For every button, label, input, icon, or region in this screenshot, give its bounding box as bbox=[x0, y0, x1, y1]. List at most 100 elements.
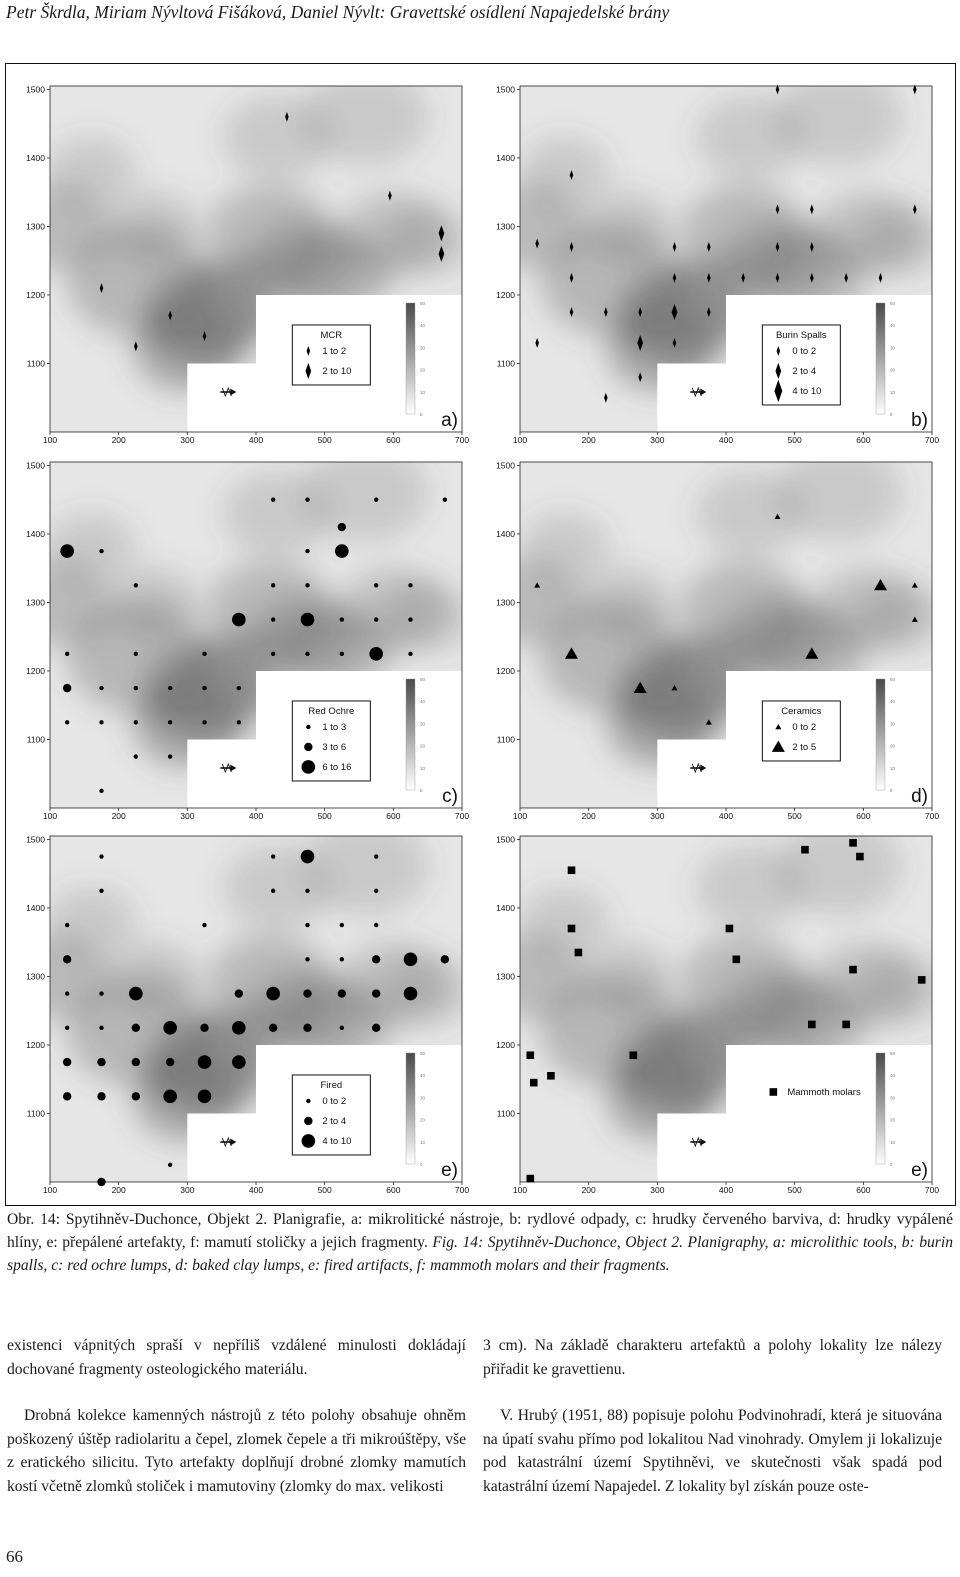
y-tick-label: 1100 bbox=[497, 734, 516, 744]
y-tick-label: 1100 bbox=[497, 358, 516, 368]
data-point bbox=[874, 578, 887, 591]
colorbar-tick-label: 30 bbox=[420, 345, 426, 350]
x-tick-label: 600 bbox=[386, 1185, 400, 1194]
data-point bbox=[373, 583, 379, 588]
data-point bbox=[337, 522, 347, 532]
data-point bbox=[849, 965, 857, 974]
data-point bbox=[567, 866, 576, 875]
colorbar-tick-label: 50 bbox=[420, 301, 426, 306]
data-point bbox=[633, 681, 647, 693]
data-point bbox=[305, 888, 310, 894]
panel-d-plot: 100 200 300 400 500 600 7001500140013001200110… bbox=[496, 460, 939, 820]
data-point bbox=[339, 922, 345, 928]
data-point bbox=[305, 583, 310, 588]
panel-e-plot: 100 200 300 400 500 600 7001500140013001200110… bbox=[26, 834, 469, 1194]
colorbar-tick-label: 50 bbox=[420, 1051, 426, 1056]
data-point bbox=[202, 331, 207, 342]
data-point bbox=[569, 307, 574, 318]
data-point bbox=[131, 1023, 141, 1033]
colorbar-tick-label: 30 bbox=[420, 1095, 426, 1100]
north-arrow-icon bbox=[221, 762, 232, 774]
data-point bbox=[408, 583, 413, 588]
data-point bbox=[285, 111, 289, 122]
surface-shading bbox=[520, 836, 932, 1142]
x-tick-label: 100 bbox=[513, 1185, 527, 1194]
y-tick-label: 1200 bbox=[26, 1040, 45, 1050]
data-point bbox=[741, 272, 745, 283]
data-point bbox=[373, 617, 379, 622]
y-tick-label: 1100 bbox=[27, 358, 46, 368]
data-point bbox=[268, 1023, 278, 1033]
x-tick-label: 600 bbox=[386, 811, 400, 820]
x-tick-label: 700 bbox=[925, 1185, 939, 1194]
colorbar-tick-label: 50 bbox=[420, 677, 426, 682]
data-point bbox=[305, 922, 310, 928]
data-point bbox=[306, 724, 311, 730]
colorbar-tick-label: 10 bbox=[890, 390, 896, 395]
data-point bbox=[801, 845, 809, 854]
x-tick-label: 500 bbox=[318, 811, 332, 820]
data-point bbox=[133, 720, 139, 725]
colorbar-tick-label: 20 bbox=[890, 744, 896, 749]
legend-area bbox=[657, 1044, 932, 1182]
colorbar-tick-label: 0 bbox=[420, 788, 423, 793]
data-point bbox=[373, 888, 379, 894]
data-point bbox=[234, 989, 244, 998]
colorbar-tick-label: 50 bbox=[890, 301, 896, 306]
data-point bbox=[270, 854, 276, 859]
data-point bbox=[167, 720, 173, 725]
data-point bbox=[99, 1025, 104, 1031]
panel-c-plot: 100 200 300 400 500 600 7001500140013001200110… bbox=[26, 460, 469, 820]
colorbar-tick-label: 30 bbox=[890, 345, 896, 350]
caption-english: Fig. 14: Spytihněv-Duchonce, Object 2. P… bbox=[7, 1234, 953, 1274]
colorbar-tick-label: 20 bbox=[420, 368, 426, 373]
colorbar-tick-label: 10 bbox=[890, 1140, 896, 1145]
data-point bbox=[62, 955, 72, 964]
data-point bbox=[438, 245, 445, 262]
data-point bbox=[232, 1055, 246, 1069]
data-point bbox=[129, 986, 143, 1001]
data-point bbox=[202, 922, 207, 928]
data-point bbox=[403, 986, 418, 1001]
data-point bbox=[707, 242, 711, 252]
colorbar-tick-label: 40 bbox=[420, 1073, 426, 1078]
data-point bbox=[305, 362, 312, 380]
data-point bbox=[303, 989, 312, 998]
data-point bbox=[547, 1072, 555, 1080]
legend-label: 2 to 5 bbox=[792, 742, 816, 753]
x-tick-label: 700 bbox=[455, 811, 469, 820]
x-tick-label: 500 bbox=[318, 1185, 332, 1194]
x-tick-label: 500 bbox=[318, 435, 332, 444]
x-tick-label: 700 bbox=[455, 1185, 469, 1194]
data-point bbox=[202, 720, 207, 725]
legend-label: 1 to 3 bbox=[322, 722, 346, 733]
y-tick-label: 1500 bbox=[496, 834, 515, 844]
colorbar bbox=[405, 678, 416, 791]
data-point bbox=[131, 1057, 141, 1067]
data-point bbox=[270, 888, 276, 894]
data-point bbox=[60, 544, 74, 558]
y-tick-label: 1200 bbox=[26, 666, 45, 676]
colorbar-tick-label: 30 bbox=[890, 1095, 896, 1100]
colorbar-tick-label: 0 bbox=[890, 412, 893, 417]
data-point bbox=[638, 372, 642, 383]
colorbar bbox=[405, 1052, 416, 1165]
x-tick-label: 600 bbox=[856, 1185, 870, 1194]
panel-letter: c) bbox=[442, 786, 458, 807]
data-point bbox=[629, 1051, 638, 1060]
y-tick-label: 1200 bbox=[496, 1040, 515, 1050]
data-point bbox=[732, 955, 741, 964]
data-point bbox=[671, 685, 678, 691]
data-point bbox=[526, 1051, 535, 1060]
panel-letter: e) bbox=[911, 1160, 928, 1181]
paragraph: existenci vápnitých spraší v nepříliš vz… bbox=[7, 1337, 466, 1378]
data-point bbox=[64, 922, 70, 928]
data-point bbox=[97, 1092, 106, 1101]
data-point bbox=[707, 272, 711, 283]
north-arrow-icon bbox=[230, 1138, 237, 1146]
north-arrow-icon bbox=[691, 386, 702, 398]
x-tick-label: 200 bbox=[582, 1185, 596, 1194]
colorbar bbox=[875, 1052, 886, 1165]
x-tick-label: 500 bbox=[788, 811, 802, 820]
data-point bbox=[133, 754, 139, 759]
